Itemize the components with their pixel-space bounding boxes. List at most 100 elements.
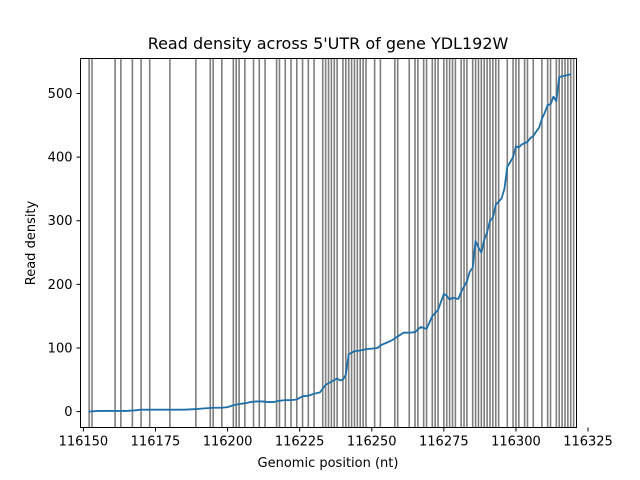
data-point xyxy=(183,409,185,411)
x-tick-label: 116300 xyxy=(491,435,541,450)
data-point xyxy=(549,103,552,105)
data-point xyxy=(558,76,560,78)
data-point xyxy=(307,395,309,397)
chart-title: Read density across 5'UTR of gene YDL192… xyxy=(148,34,509,53)
x-tick-label: 116200 xyxy=(203,435,253,450)
data-point xyxy=(541,118,543,120)
data-point xyxy=(97,410,99,412)
series-line-layer xyxy=(88,73,572,413)
data-point xyxy=(408,332,410,334)
data-point xyxy=(345,374,347,376)
data-point xyxy=(477,246,480,249)
data-point xyxy=(500,197,503,200)
data-point xyxy=(564,75,566,77)
data-point xyxy=(480,251,482,254)
data-point xyxy=(538,127,540,129)
data-point xyxy=(301,395,304,397)
data-point xyxy=(483,239,485,241)
data-point xyxy=(203,407,206,410)
y-tick-label: 400 xyxy=(48,151,73,166)
y-axis-label: Read density xyxy=(24,200,39,285)
data-point xyxy=(376,347,379,349)
data-point xyxy=(457,298,459,300)
data-point xyxy=(449,299,451,301)
x-tick-label: 116250 xyxy=(347,435,397,450)
data-point xyxy=(238,403,240,405)
data-point xyxy=(365,348,367,350)
data-point xyxy=(495,204,497,206)
data-point xyxy=(532,135,534,137)
y-tick-label: 200 xyxy=(48,278,73,293)
data-point xyxy=(472,267,474,269)
data-point xyxy=(255,400,258,403)
data-point xyxy=(169,409,171,411)
y-tick-label: 500 xyxy=(48,87,73,102)
data-point xyxy=(460,291,462,293)
data-point xyxy=(261,400,263,403)
data-point xyxy=(489,220,491,222)
data-point xyxy=(353,350,356,352)
data-point xyxy=(431,315,433,317)
data-point xyxy=(339,379,341,382)
data-point xyxy=(88,410,90,413)
y-tick-label: 0 xyxy=(64,405,72,420)
x-tick-label: 116325 xyxy=(563,435,613,450)
data-point xyxy=(402,332,405,334)
x-tick-label: 116275 xyxy=(419,435,469,450)
data-point xyxy=(414,331,416,333)
data-point xyxy=(319,391,321,394)
data-point xyxy=(154,409,157,411)
data-point xyxy=(469,271,471,273)
data-point xyxy=(250,401,252,403)
data-point xyxy=(126,410,128,412)
data-point xyxy=(443,293,445,295)
x-tick-label: 116175 xyxy=(131,435,181,450)
y-axis: 0 100 200 300 400 500 xyxy=(48,87,81,420)
data-point xyxy=(391,339,393,341)
data-point xyxy=(296,398,298,401)
data-point xyxy=(313,393,315,395)
read-density-line xyxy=(89,73,571,413)
data-point xyxy=(273,401,275,403)
data-point xyxy=(278,400,281,402)
data-point xyxy=(570,73,572,76)
x-tick-label: 116150 xyxy=(59,435,109,450)
data-point xyxy=(379,344,382,347)
data-point xyxy=(134,409,136,411)
data-point xyxy=(498,201,500,203)
data-point xyxy=(420,326,422,328)
data-point xyxy=(437,309,439,311)
data-point xyxy=(451,297,454,299)
data-point xyxy=(140,409,142,411)
data-point xyxy=(342,379,344,381)
data-point xyxy=(486,231,488,233)
data-point xyxy=(547,104,549,106)
data-point xyxy=(512,156,514,158)
data-point xyxy=(518,146,520,149)
x-axis: 116150 116175 116200 116225 116250 116275 1163… xyxy=(59,427,613,450)
data-point xyxy=(425,328,428,330)
data-point xyxy=(503,188,506,190)
data-point xyxy=(226,406,229,408)
data-point xyxy=(521,143,523,145)
data-point xyxy=(371,348,373,350)
data-point xyxy=(221,407,223,409)
data-point xyxy=(385,342,387,344)
data-point xyxy=(555,100,557,102)
data-point xyxy=(325,384,327,386)
y-tick-label: 300 xyxy=(48,214,73,229)
data-point xyxy=(506,166,508,168)
data-point xyxy=(397,335,399,338)
data-point xyxy=(359,349,361,352)
data-point xyxy=(474,240,477,242)
data-point xyxy=(509,161,511,163)
data-point xyxy=(232,404,234,406)
plot-frame xyxy=(80,58,577,428)
data-point xyxy=(466,280,468,282)
data-point xyxy=(523,142,526,144)
vertical-line-layer xyxy=(88,58,575,428)
x-axis-label: Genomic position (nt) xyxy=(258,456,399,471)
data-point xyxy=(529,137,531,139)
